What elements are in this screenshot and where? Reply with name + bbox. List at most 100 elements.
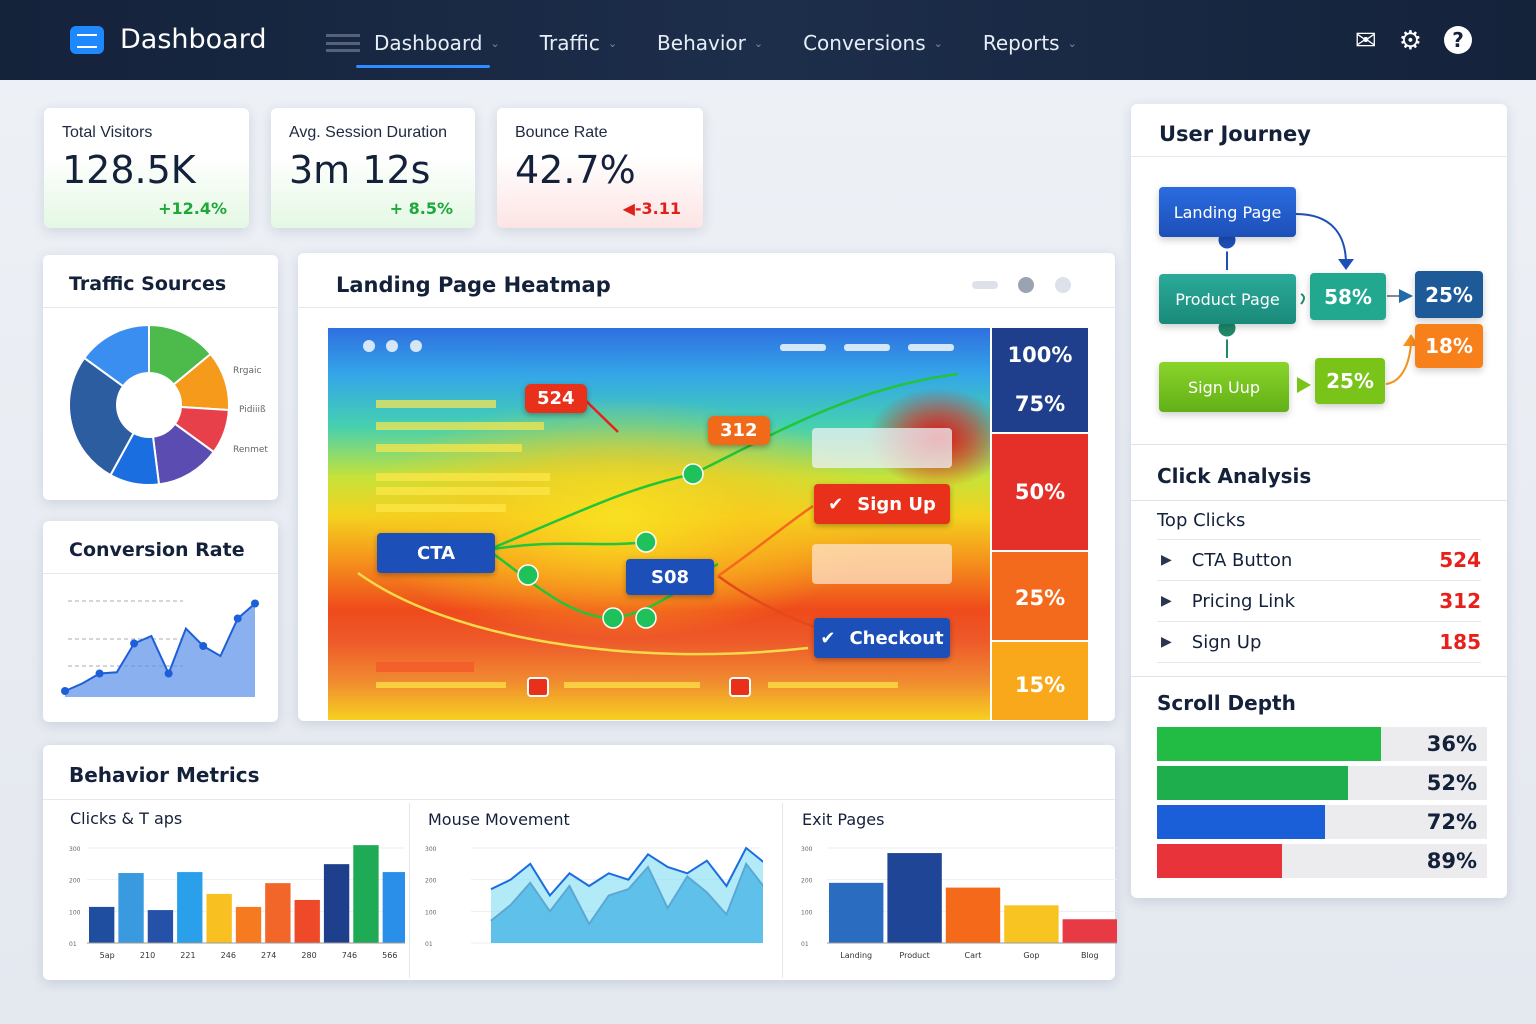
x-tick-label: Cart: [965, 951, 982, 960]
play-icon: ▶: [1161, 593, 1172, 609]
carousel-dot-active[interactable]: [1018, 277, 1034, 293]
scroll-depth-row: 89%: [1157, 844, 1487, 878]
journey-node-product[interactable]: Product Page: [1159, 274, 1296, 324]
bar: [235, 906, 262, 943]
x-tick-label: 280: [301, 951, 316, 960]
scale-label: 75%: [1014, 392, 1066, 416]
chart-title: Clicks & T aps: [70, 809, 183, 828]
menu-conversions[interactable]: Conversions ⌄: [803, 28, 943, 58]
journey-pct: 25%: [1415, 271, 1483, 318]
bar: [1004, 905, 1059, 943]
movement-line: [490, 846, 763, 898]
scroll-depth-value: 89%: [1426, 849, 1477, 873]
play-icon: ▶: [1161, 634, 1172, 650]
menu-dashboard[interactable]: Dashboard ⌄: [326, 28, 500, 68]
mail-icon[interactable]: ✉: [1354, 26, 1377, 56]
bar: [887, 853, 942, 943]
chart-title: Mouse Movement: [428, 810, 570, 829]
x-tick-label: 566: [382, 951, 397, 960]
kpi-label: Avg. Session Duration: [289, 124, 448, 141]
chevron-down-icon: ⌄: [607, 36, 618, 50]
kpi-change: -3.11: [634, 199, 681, 218]
click-row[interactable]: ▶ CTA Button 524: [1157, 540, 1481, 581]
click-count-badge: 524: [525, 384, 587, 413]
conversion-area-chart: [61, 599, 259, 697]
click-row[interactable]: ▶ Sign Up 185: [1157, 622, 1481, 663]
kpi-value: 128.5K: [62, 148, 196, 192]
conversion-rate-card: Conversion Rate: [43, 521, 278, 722]
chart-title: Exit Pages: [802, 810, 885, 829]
y-tick-label: 200: [425, 878, 437, 885]
data-point: [164, 669, 173, 678]
scroll-depth-fill: [1157, 727, 1382, 761]
carousel-dot[interactable]: [972, 281, 998, 289]
y-tick-label: 200: [69, 878, 81, 885]
conversion-area: [65, 603, 255, 697]
click-row[interactable]: ▶ Pricing Link 312: [1157, 581, 1481, 622]
carousel-dot[interactable]: [1055, 277, 1071, 293]
click-label: Pricing Link: [1191, 590, 1296, 612]
menu-label: Behavior: [657, 31, 746, 55]
card-title: Conversion Rate: [43, 521, 278, 574]
sign-up-button[interactable]: Sign Up: [857, 493, 936, 515]
bar: [353, 845, 379, 943]
bar: [147, 910, 174, 943]
journey-node-landing[interactable]: Landing Page: [1159, 187, 1296, 237]
checkout-button[interactable]: Checkout: [849, 627, 944, 649]
journey-node-signup[interactable]: Sign Uup: [1159, 362, 1289, 412]
cta-button[interactable]: CTA: [377, 533, 495, 573]
legend-label: Renmet: [233, 445, 268, 455]
bar: [945, 887, 1001, 943]
scroll-depth-row: 52%: [1157, 766, 1487, 800]
bar: [294, 899, 320, 943]
menu-behavior[interactable]: Behavior ⌄: [657, 28, 763, 58]
bar: [177, 872, 203, 943]
menu-lines-icon: [326, 34, 360, 52]
traffic-donut-chart: [68, 323, 230, 486]
mouse-movement-area-chart: 300 200 100 01: [425, 846, 763, 948]
bar: [206, 893, 232, 943]
top-clicks-label: Top Clicks: [1157, 502, 1481, 540]
pie-slice: [68, 356, 135, 477]
chevron-down-icon: ⌄: [933, 36, 943, 50]
y-tick-label: 300: [801, 846, 813, 853]
trend-down-icon: ◀: [622, 199, 635, 218]
kpi-label: Bounce Rate: [515, 124, 608, 141]
chevron-down-icon: ⌄: [753, 36, 764, 50]
top-navbar: [0, 0, 1536, 80]
play-icon: ▶: [1161, 552, 1172, 568]
chevron-down-icon: ⌄: [1067, 36, 1077, 50]
bar: [265, 883, 291, 943]
gear-icon[interactable]: ⚙: [1398, 26, 1422, 56]
scroll-depth-fill: [1157, 805, 1326, 839]
exit-pages-bar-chart: 300 200 100 01 Landing Product Cart Gop Blog: [801, 846, 1117, 960]
nav-icons: ✉ ⚙ ?: [1355, 26, 1472, 56]
scale-label: 25%: [1014, 586, 1066, 610]
scale-label: 15%: [1014, 673, 1066, 697]
menu-traffic[interactable]: Traffic ⌄: [540, 28, 617, 58]
y-tick-label: 100: [801, 909, 813, 916]
menu-label: Reports: [982, 31, 1060, 55]
data-point: [95, 669, 104, 678]
element-button[interactable]: S08: [626, 559, 714, 595]
user-journey-title: User Journey: [1131, 104, 1507, 157]
kpi-total-visitors: Total Visitors 128.5K +12.4%: [44, 108, 249, 228]
x-tick-label: 746: [342, 951, 357, 960]
brand[interactable]: Dashboard: [70, 24, 266, 55]
menu-label: Traffic: [539, 31, 600, 55]
kpi-value: 42.7%: [515, 148, 636, 192]
help-icon[interactable]: ?: [1444, 26, 1472, 54]
card-title: Behavior Metrics: [43, 745, 1115, 800]
check-icon: ✔: [828, 493, 844, 515]
scroll-depth-value: 36%: [1426, 732, 1477, 756]
menu-reports[interactable]: Reports ⌄: [983, 28, 1077, 58]
scale-label: 50%: [1014, 480, 1066, 504]
scroll-depth-row: 36%: [1157, 727, 1487, 761]
scroll-depth-row: 72%: [1157, 805, 1487, 839]
kpi-session-duration: Avg. Session Duration 3m 12s + 8.5%: [271, 108, 475, 228]
right-panel: User Journey Landing Page Product Page S…: [1131, 104, 1507, 898]
kpi-change: +12.4%: [158, 199, 227, 218]
x-tick-label: 221: [180, 951, 195, 960]
y-tick-label: 300: [425, 846, 437, 853]
legend-label: Pidiiiß: [239, 405, 266, 415]
